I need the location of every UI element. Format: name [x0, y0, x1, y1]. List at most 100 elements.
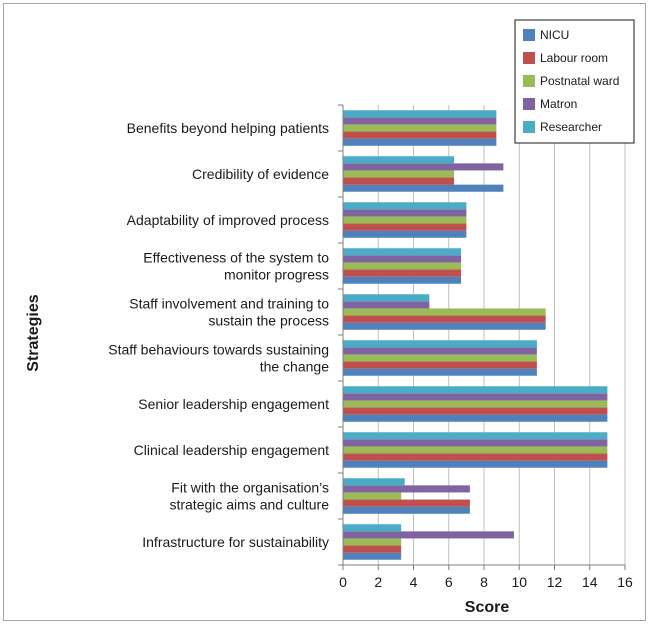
legend-swatch — [523, 52, 535, 64]
bar — [343, 276, 462, 284]
bar — [343, 223, 467, 231]
category-label: Clinical leadership engagement — [134, 442, 329, 458]
legend-label: NICU — [540, 28, 569, 42]
bar — [343, 368, 537, 376]
x-tick-label: 0 — [339, 574, 347, 590]
x-tick-label: 12 — [547, 574, 563, 590]
bar — [343, 156, 455, 164]
bar — [343, 393, 608, 401]
bar — [343, 538, 402, 546]
x-tick-label: 16 — [617, 574, 633, 590]
bar — [343, 294, 430, 302]
bar — [343, 400, 608, 408]
bar — [343, 177, 455, 185]
x-axis-title: Score — [465, 599, 510, 616]
bar — [343, 414, 608, 422]
x-tick-label: 4 — [410, 574, 418, 590]
bar — [343, 170, 455, 178]
category-label-line: Staff involvement and training to — [129, 296, 329, 312]
legend: NICU Labour room Postnatal ward Matron Resea… — [514, 19, 635, 144]
bar — [343, 163, 504, 171]
bar — [343, 446, 608, 454]
bar — [343, 432, 608, 440]
bar — [343, 340, 537, 348]
category-label: Staff behaviours towards sustaining the c… — [108, 342, 329, 375]
legend-label: Matron — [540, 97, 577, 111]
category-label-line: Senior leadership engagement — [138, 396, 329, 412]
category-label: Infrastructure for sustainability — [142, 534, 329, 550]
x-tick-label: 10 — [511, 574, 527, 590]
bar — [343, 124, 497, 132]
bar — [343, 499, 470, 507]
bar — [343, 552, 402, 560]
category-label-line: Clinical leadership engagement — [134, 442, 329, 458]
category-label: Staff involvement and training to sustain… — [129, 296, 329, 329]
bar — [343, 354, 537, 362]
category-label-line: Fit with the organisation’s — [171, 480, 329, 496]
category-label-line: Staff behaviours towards sustaining — [108, 342, 329, 358]
x-tick-label: 14 — [582, 574, 598, 590]
bar — [343, 262, 462, 270]
bar — [343, 545, 402, 553]
legend-label: Researcher — [540, 120, 602, 134]
category-label: Senior leadership engagement — [138, 396, 329, 412]
y-axis-title: Strategies — [25, 294, 42, 371]
bar — [343, 138, 497, 146]
bar — [343, 531, 514, 539]
bar — [343, 184, 504, 192]
legend-swatch — [523, 98, 535, 110]
axes — [338, 104, 626, 570]
bar — [343, 347, 537, 355]
bar — [343, 131, 497, 139]
bar — [343, 117, 497, 125]
bars — [343, 110, 608, 560]
category-label: Adaptability of improved process — [127, 212, 329, 228]
bar — [343, 478, 405, 486]
category-label-line: the change — [260, 359, 329, 375]
bar — [343, 255, 462, 263]
bar — [343, 407, 608, 415]
bar — [343, 439, 608, 447]
x-tick-labels: 0 2 4 6 8 10 12 14 16 — [339, 574, 633, 590]
bar — [343, 202, 467, 210]
category-label-line: Benefits beyond helping patients — [127, 120, 329, 136]
legend-swatch — [523, 121, 535, 133]
bar — [343, 230, 467, 238]
category-label: Effectiveness of the system to monitor pr… — [143, 250, 329, 283]
bar — [343, 301, 430, 309]
category-label: Credibility of evidence — [192, 166, 329, 182]
bar — [343, 524, 402, 532]
bar — [343, 485, 470, 493]
x-tick-label: 2 — [374, 574, 382, 590]
legend-label: Labour room — [540, 51, 608, 65]
legend-label: Postnatal ward — [540, 74, 619, 88]
legend-swatch — [523, 29, 535, 41]
category-labels: Benefits beyond helping patients Credibil… — [108, 120, 329, 550]
category-label-line: monitor progress — [224, 267, 329, 283]
category-label-line: Adaptability of improved process — [127, 212, 329, 228]
bar — [343, 216, 467, 224]
category-label-line: sustain the process — [208, 313, 329, 329]
bar — [343, 506, 470, 514]
bar — [343, 322, 546, 330]
bar — [343, 361, 537, 369]
category-label-line: strategic aims and culture — [169, 497, 329, 513]
bar — [343, 110, 497, 118]
legend-swatch — [523, 75, 535, 87]
bar — [343, 386, 608, 394]
bar — [343, 315, 546, 323]
bar — [343, 492, 402, 500]
category-label-line: Infrastructure for sustainability — [142, 534, 329, 550]
category-label: Fit with the organisation’s strategic aim… — [169, 480, 329, 513]
bar — [343, 308, 546, 316]
category-label: Benefits beyond helping patients — [127, 120, 329, 136]
category-label-line: Effectiveness of the system to — [143, 250, 329, 266]
category-label-line: Credibility of evidence — [192, 166, 329, 182]
x-tick-label: 8 — [480, 574, 488, 590]
bar — [343, 460, 608, 468]
bar — [343, 269, 462, 277]
bar — [343, 209, 467, 217]
x-tick-label: 6 — [445, 574, 453, 590]
bar — [343, 453, 608, 461]
